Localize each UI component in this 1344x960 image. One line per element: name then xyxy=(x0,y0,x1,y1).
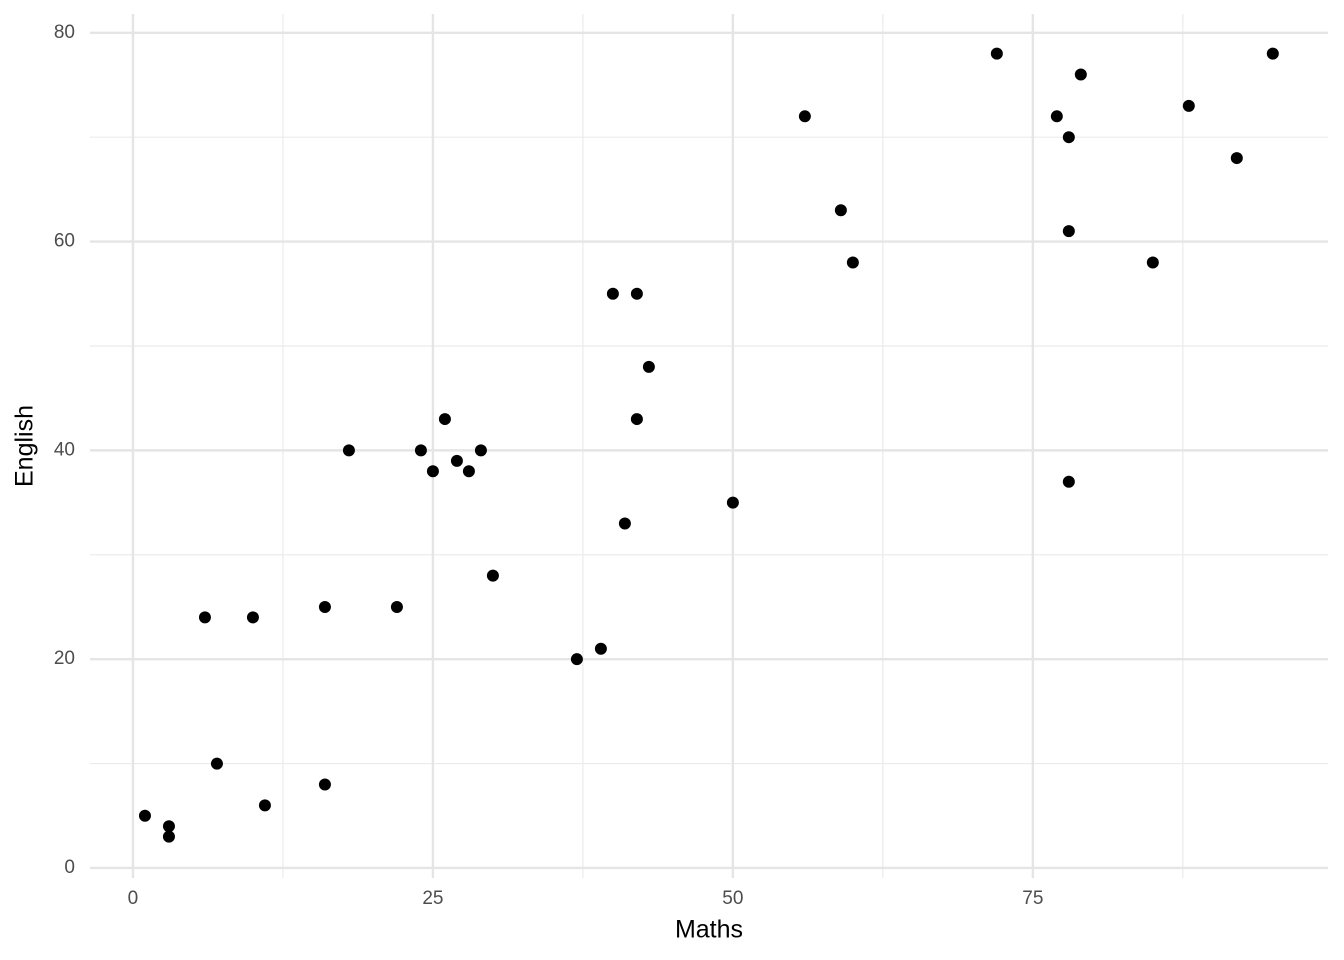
point xyxy=(438,413,451,426)
point xyxy=(486,569,499,582)
x-tick-label: 25 xyxy=(422,888,443,909)
point xyxy=(210,757,223,770)
point xyxy=(798,110,811,123)
point xyxy=(630,287,643,300)
point xyxy=(246,611,259,624)
x-tick-label: 50 xyxy=(722,888,743,909)
point xyxy=(1062,131,1075,144)
point xyxy=(1182,99,1195,112)
point xyxy=(258,799,271,812)
point xyxy=(1062,475,1075,488)
point xyxy=(390,600,403,613)
x-tick-label: 75 xyxy=(1022,888,1043,909)
point xyxy=(1230,152,1243,165)
point xyxy=(606,287,619,300)
y-tick-label: 80 xyxy=(54,22,75,43)
point xyxy=(318,600,331,613)
point xyxy=(198,611,211,624)
point xyxy=(618,517,631,530)
point xyxy=(342,444,355,457)
point xyxy=(426,465,439,478)
point xyxy=(1266,47,1279,60)
point xyxy=(630,413,643,426)
point xyxy=(1050,110,1063,123)
x-tick-label: 0 xyxy=(128,888,139,909)
point xyxy=(474,444,487,457)
point xyxy=(1062,225,1075,238)
point xyxy=(318,778,331,791)
point xyxy=(138,809,151,822)
point xyxy=(162,830,175,843)
y-tick-label: 0 xyxy=(64,857,75,878)
point xyxy=(594,642,607,655)
y-axis-title: English xyxy=(11,405,39,487)
point xyxy=(570,653,583,666)
point xyxy=(990,47,1003,60)
point xyxy=(1146,256,1159,269)
y-tick-label: 40 xyxy=(54,439,75,460)
point xyxy=(450,454,463,467)
point xyxy=(462,465,475,478)
point xyxy=(726,496,739,509)
x-axis-title: Maths xyxy=(675,916,743,944)
point xyxy=(642,360,655,373)
point xyxy=(1074,68,1087,81)
point xyxy=(846,256,859,269)
y-tick-label: 60 xyxy=(54,231,75,252)
y-tick-label: 20 xyxy=(54,648,75,669)
point xyxy=(162,820,175,833)
point xyxy=(834,204,847,217)
point xyxy=(414,444,427,457)
